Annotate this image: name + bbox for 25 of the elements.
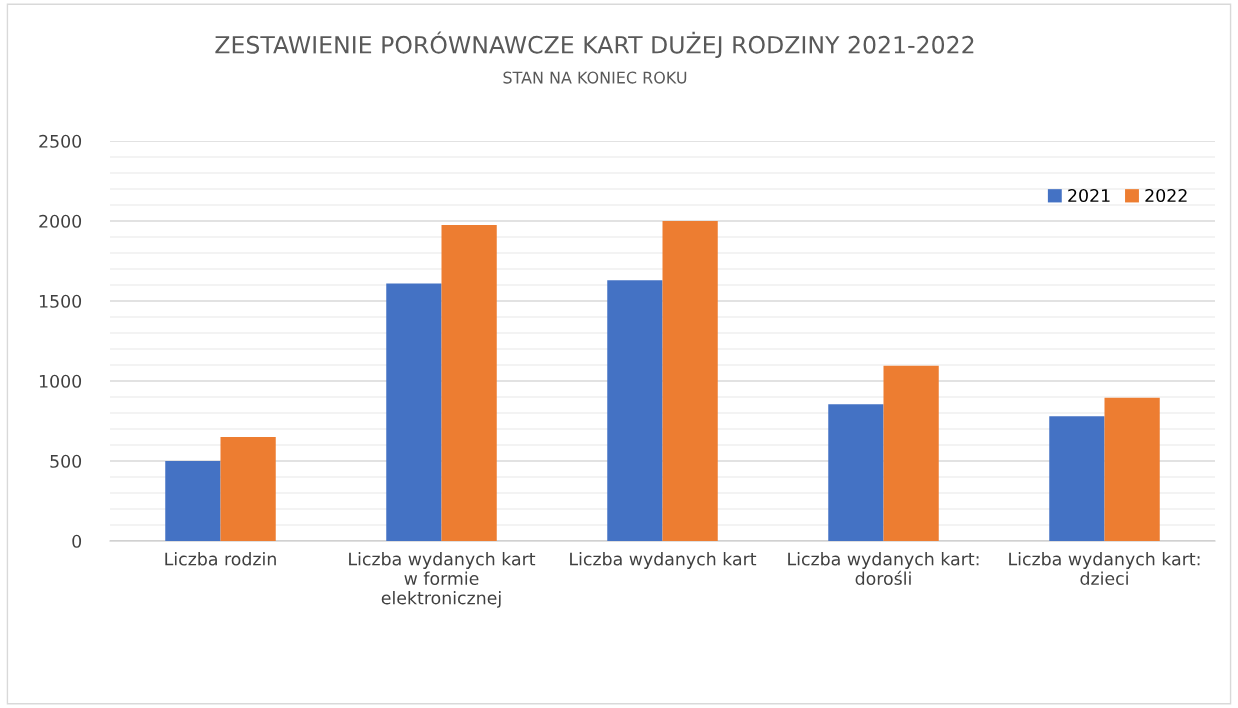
bar (386, 283, 442, 541)
x-tick-label: Liczba wydanych kart (570, 552, 757, 569)
bar (220, 437, 276, 541)
bar (883, 365, 939, 541)
legend-label: 2021 (1068, 188, 1110, 203)
bar (828, 404, 884, 541)
bar (441, 225, 497, 541)
chart-subtitle: STAN NA KONIEC ROKU (503, 71, 687, 84)
bar (662, 221, 718, 541)
y-tick-label: 2000 (39, 214, 82, 228)
y-tick-label: 1500 (39, 294, 82, 308)
legend-label: 2022 (1145, 188, 1187, 203)
y-tick-label: 500 (50, 454, 82, 468)
x-tick-label: Liczba wydanych kart: dzieci (1009, 552, 1200, 585)
y-tick-label: 2500 (39, 134, 82, 148)
bar (1049, 416, 1105, 541)
x-tick-label: Liczba wydanych kart: dorośli (788, 552, 979, 585)
x-tick-label: Liczba wydanych kart w formie elektronicznej (349, 552, 536, 608)
y-tick-label: 0 (72, 534, 82, 548)
bar (1104, 397, 1160, 541)
chart-title: ZESTAWIENIE PORÓWNAWCZE KART DUŻEJ RODZINY 2021-2022 (215, 31, 974, 59)
y-tick-label: 1000 (39, 374, 82, 388)
x-tick-label: Liczba rodzin (165, 552, 276, 566)
bar (607, 280, 663, 541)
bar (165, 461, 221, 541)
